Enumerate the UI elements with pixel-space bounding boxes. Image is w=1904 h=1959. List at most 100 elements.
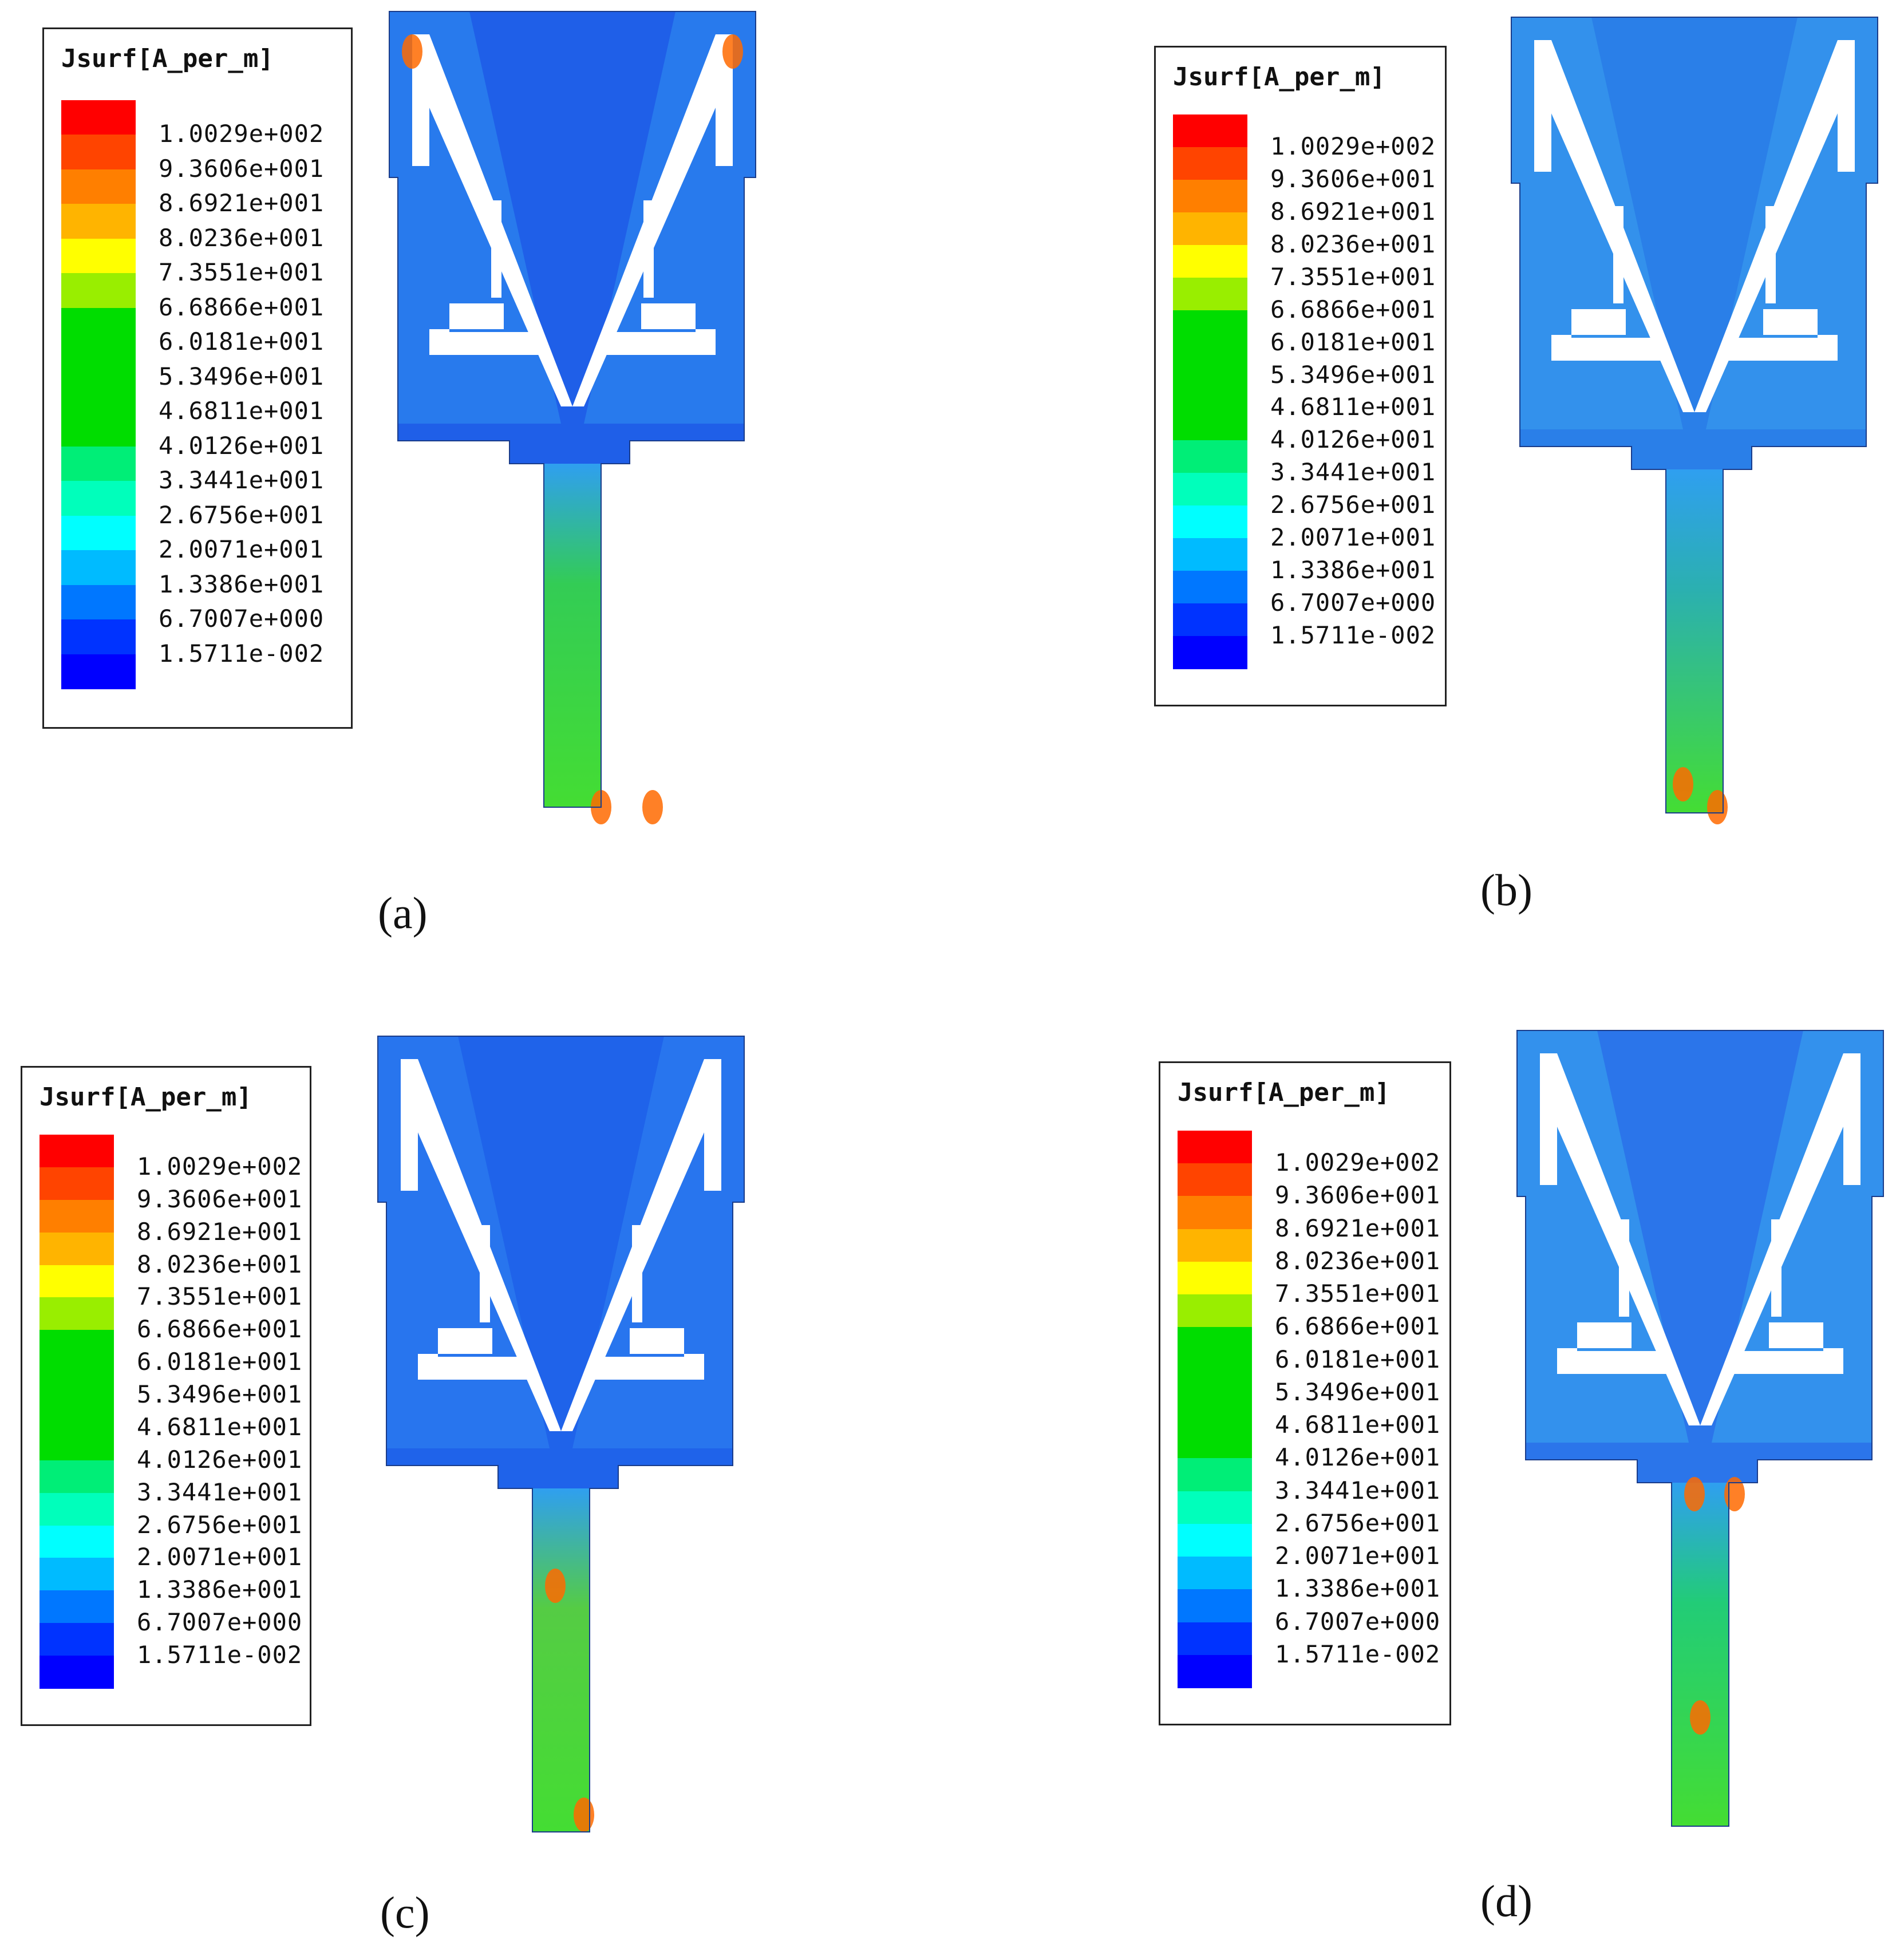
color-swatch — [39, 1656, 114, 1689]
color-swatch — [1173, 310, 1247, 343]
color-swatch — [1178, 1589, 1252, 1623]
legend-tick-label: 4.0126e+001 — [159, 431, 325, 460]
feed-line — [544, 464, 601, 807]
color-swatch — [61, 169, 136, 205]
slot-right-post — [1838, 40, 1855, 172]
color-swatch — [1178, 1523, 1252, 1558]
slot-left-hook — [418, 1328, 532, 1380]
color-swatch — [1173, 603, 1247, 637]
legend-tick-label: 8.6921e+001 — [1275, 1214, 1441, 1242]
color-swatch — [39, 1525, 114, 1559]
current-hotspot — [574, 1798, 594, 1832]
color-swatch — [1173, 538, 1247, 572]
legend-tick-label: 8.0236e+001 — [1270, 230, 1436, 258]
legend-tick-label: 6.6866e+001 — [159, 293, 325, 321]
legend-tick-label: 6.7007e+000 — [159, 605, 325, 633]
color-swatch — [1173, 505, 1247, 539]
color-swatch — [61, 342, 136, 378]
legend-tick-label: 9.3606e+001 — [137, 1184, 303, 1213]
color-swatch — [1178, 1392, 1252, 1427]
color-swatch — [1178, 1131, 1252, 1164]
color-swatch — [39, 1395, 114, 1428]
color-swatch — [1178, 1491, 1252, 1524]
legend-tick-label: 4.6811e+001 — [137, 1412, 303, 1441]
color-swatch — [61, 515, 136, 551]
legend-tick-label: 5.3496e+001 — [1270, 360, 1436, 389]
legend-tick-label: 1.0029e+002 — [1270, 132, 1436, 160]
legend-tick-label: 3.3441e+001 — [159, 466, 325, 495]
color-swatch — [61, 307, 136, 343]
legend-tick-label: 9.3606e+001 — [1275, 1181, 1441, 1210]
feed-line — [1666, 469, 1723, 813]
caption-b: (b) — [1480, 865, 1532, 915]
feed-line — [532, 1488, 590, 1832]
slot-left-stub — [480, 1225, 490, 1322]
legend-title: Jsurf[A_per_m] — [39, 1083, 252, 1112]
legend-tick-label: 4.0126e+001 — [137, 1445, 303, 1474]
legend-tick-label: 6.0181e+001 — [159, 327, 325, 356]
color-swatch — [1173, 212, 1247, 246]
slot-left-stub — [491, 200, 501, 298]
color-swatch — [39, 1265, 114, 1298]
color-swatch — [61, 204, 136, 239]
color-swatch — [61, 238, 136, 274]
legend-tick-label: 6.6866e+001 — [1275, 1312, 1441, 1341]
color-swatch — [1173, 179, 1247, 213]
color-swatch — [1173, 571, 1247, 605]
color-swatch — [1173, 147, 1247, 180]
slot-left-post — [1540, 1053, 1557, 1185]
legend-tick-label: 8.0236e+001 — [159, 223, 325, 252]
color-swatch — [39, 1232, 114, 1266]
legend-tick-label: 8.6921e+001 — [159, 189, 325, 218]
current-region — [1706, 17, 1878, 429]
legend-tick-label: 4.6811e+001 — [1275, 1411, 1441, 1439]
legend-title: Jsurf[A_per_m] — [1173, 62, 1385, 92]
legend-tick-label: 8.6921e+001 — [1270, 197, 1436, 226]
legend-tick-label: 2.6756e+001 — [137, 1510, 303, 1539]
legend-tick-label: 1.0029e+002 — [159, 120, 325, 148]
color-swatch — [1178, 1557, 1252, 1590]
current-hotspot — [545, 1569, 566, 1603]
legend-c: Jsurf[A_per_m] 1.0029e+002 9.3606e+001 8.6… — [21, 1066, 311, 1726]
current-hotspot — [402, 34, 422, 69]
color-swatch — [39, 1590, 114, 1624]
legend-tick-label: 1.5711e-002 — [1275, 1640, 1441, 1668]
color-swatch — [1178, 1163, 1252, 1197]
legend-tick-label: 1.5711e-002 — [137, 1641, 303, 1669]
current-hotspot — [1707, 790, 1728, 824]
legend-tick-label: 2.0071e+001 — [137, 1543, 303, 1571]
legend-tick-label: 5.3496e+001 — [159, 362, 325, 390]
legend-tick-label: 9.3606e+001 — [159, 154, 325, 183]
color-swatch — [1178, 1196, 1252, 1230]
current-hotspot — [1673, 767, 1693, 801]
legend-tick-label: 7.3551e+001 — [1275, 1279, 1441, 1308]
legend-tick-label: 1.3386e+001 — [1275, 1574, 1441, 1603]
legend-tick-label: 2.0071e+001 — [159, 535, 325, 564]
legend-tick-label: 3.3441e+001 — [1270, 458, 1436, 487]
slot-right-hook — [601, 303, 716, 355]
legend-tick-label: 1.3386e+001 — [1270, 556, 1436, 584]
color-swatch — [39, 1330, 114, 1364]
slot-left-post — [1534, 40, 1551, 172]
current-region — [572, 1036, 744, 1448]
legend-tick-label: 1.5711e-002 — [1270, 621, 1436, 650]
legend-title: Jsurf[A_per_m] — [61, 44, 274, 73]
antenna-current-map-c — [377, 1036, 745, 1832]
legend-tick-label: 5.3496e+001 — [1275, 1377, 1441, 1406]
legend-tick-label: 6.6866e+001 — [137, 1315, 303, 1344]
legend-tick-label: 6.6866e+001 — [1270, 295, 1436, 323]
slot-left-hook — [1557, 1322, 1672, 1374]
current-region — [584, 11, 756, 424]
legend-tick-label: 1.3386e+001 — [137, 1575, 303, 1604]
slot-left-stub — [1619, 1219, 1629, 1317]
legend-tick-label: 1.5711e-002 — [159, 639, 325, 668]
color-swatch — [1173, 114, 1247, 148]
color-swatch — [1173, 244, 1247, 278]
legend-tick-label: 7.3551e+001 — [137, 1282, 303, 1311]
color-swatch — [1178, 1327, 1252, 1361]
legend-tick-label: 3.3441e+001 — [1275, 1476, 1441, 1504]
legend-tick-label: 8.6921e+001 — [137, 1217, 303, 1246]
legend-tick-label: 2.0071e+001 — [1275, 1542, 1441, 1570]
caption-d: (d) — [1480, 1876, 1532, 1926]
color-swatch — [1173, 636, 1247, 669]
